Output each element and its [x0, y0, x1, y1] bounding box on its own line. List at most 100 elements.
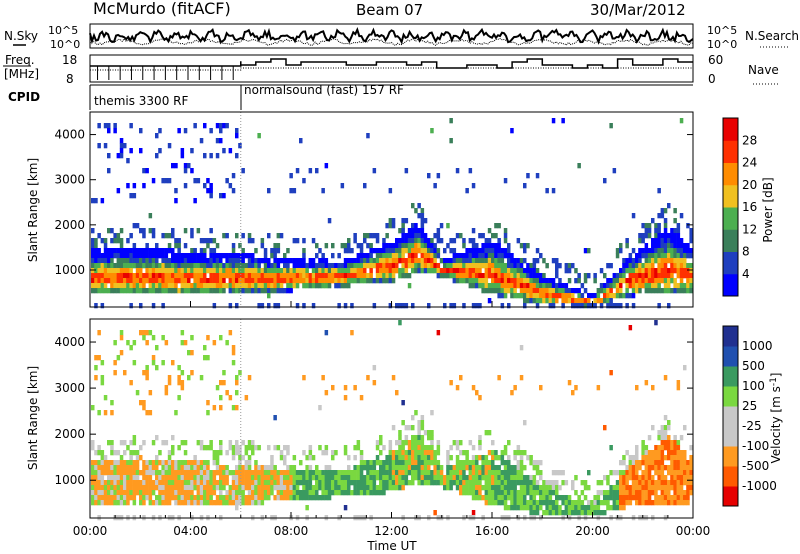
velocity-cell — [436, 470, 441, 476]
velocity-cell — [487, 485, 492, 491]
velocity-colorbar-tick: -500 — [742, 459, 769, 473]
power-cell — [417, 228, 421, 234]
power-cell — [263, 248, 268, 254]
power-cell — [407, 258, 412, 264]
velocity-cell — [503, 475, 508, 481]
power-cell — [676, 228, 681, 234]
velocity-cell — [196, 440, 201, 446]
power-cell — [97, 268, 101, 274]
velocity-cell — [139, 480, 143, 486]
velocity-cell — [215, 455, 220, 461]
velocity-cell — [155, 455, 159, 461]
power-cell — [462, 263, 466, 269]
power-cell — [209, 128, 213, 134]
velocity-cell — [167, 375, 172, 381]
velocity-cell — [375, 470, 380, 476]
power-cell — [436, 273, 441, 279]
velocity-cell — [337, 480, 341, 486]
noise-tick-lower-right: 10^0 — [707, 38, 737, 51]
velocity-cell — [324, 480, 329, 486]
power-cell — [276, 243, 281, 249]
power-cell — [212, 268, 217, 274]
velocity-cell — [212, 485, 217, 491]
velocity-cell — [327, 470, 332, 476]
velocity-cell — [654, 455, 658, 461]
velocity-cell — [289, 495, 293, 501]
velocity-cell — [238, 465, 242, 471]
power-cell — [455, 268, 460, 274]
power-cell — [139, 283, 143, 289]
power-cell — [609, 303, 613, 309]
power-cell — [644, 223, 649, 229]
power-cell — [497, 273, 501, 279]
velocity-cell — [471, 445, 476, 451]
power-cell — [670, 288, 674, 294]
power-cell — [638, 248, 642, 254]
power-cell — [350, 248, 354, 254]
power-cell — [190, 283, 194, 289]
velocity-cell — [519, 490, 524, 496]
velocity-cell — [123, 450, 127, 456]
velocity-cell — [257, 490, 261, 496]
power-cell — [286, 263, 290, 269]
power-cell — [107, 153, 111, 159]
velocity-cell — [641, 470, 645, 476]
velocity-cell — [100, 495, 105, 501]
freq-label-line2: [MHz] — [4, 67, 39, 81]
power-cell — [631, 278, 636, 284]
station-title: McMurdo (fitACF) — [93, 0, 231, 18]
power-cell — [439, 273, 444, 279]
power-cell — [107, 253, 111, 259]
velocity-cell — [132, 480, 137, 486]
velocity-cell — [139, 330, 143, 336]
velocity-cell — [219, 335, 223, 341]
velocity-cell — [574, 500, 578, 506]
power-colorbar-tick: 12 — [742, 222, 757, 236]
velocity-cell — [500, 500, 505, 506]
velocity-cell — [660, 435, 665, 441]
power-cell — [516, 258, 521, 264]
velocity-cell — [494, 490, 498, 496]
power-cell — [423, 243, 428, 249]
velocity-cell — [177, 395, 181, 401]
velocity-cell — [116, 485, 121, 491]
power-cell — [116, 238, 121, 244]
power-cell — [302, 263, 306, 269]
velocity-cell — [340, 490, 345, 496]
velocity-cell — [295, 490, 300, 496]
power-cell — [132, 243, 137, 249]
power-cell — [625, 263, 629, 269]
power-colorbar-swatch — [723, 229, 738, 252]
power-cell — [190, 288, 194, 294]
power-cell — [580, 283, 585, 289]
power-colorbar-swatch — [723, 251, 738, 275]
power-cell — [193, 253, 197, 259]
velocity-cell — [500, 480, 505, 486]
velocity-cell — [148, 390, 153, 396]
velocity-cell — [283, 475, 287, 481]
velocity-cell — [670, 495, 674, 501]
power-cell — [359, 268, 364, 274]
velocity-cell — [455, 470, 460, 476]
velocity-cell — [651, 385, 655, 391]
power-cell — [471, 183, 476, 189]
velocity-cell — [423, 470, 428, 476]
velocity-cell — [123, 440, 127, 446]
power-cell — [471, 238, 476, 244]
power-cell — [247, 238, 252, 244]
velocity-cell — [539, 460, 543, 466]
velocity-cell — [305, 505, 309, 511]
power-cell — [446, 243, 450, 249]
power-cell — [129, 263, 133, 269]
power-cell — [260, 303, 265, 309]
velocity-cell — [583, 510, 588, 516]
velocity-cell — [513, 500, 517, 506]
velocity-cell — [465, 450, 469, 456]
power-cell — [523, 248, 527, 254]
velocity-cell — [676, 495, 681, 501]
power-cell — [244, 253, 249, 259]
power-cell — [449, 303, 453, 309]
power-cell — [174, 253, 178, 259]
power-cell — [299, 258, 303, 264]
